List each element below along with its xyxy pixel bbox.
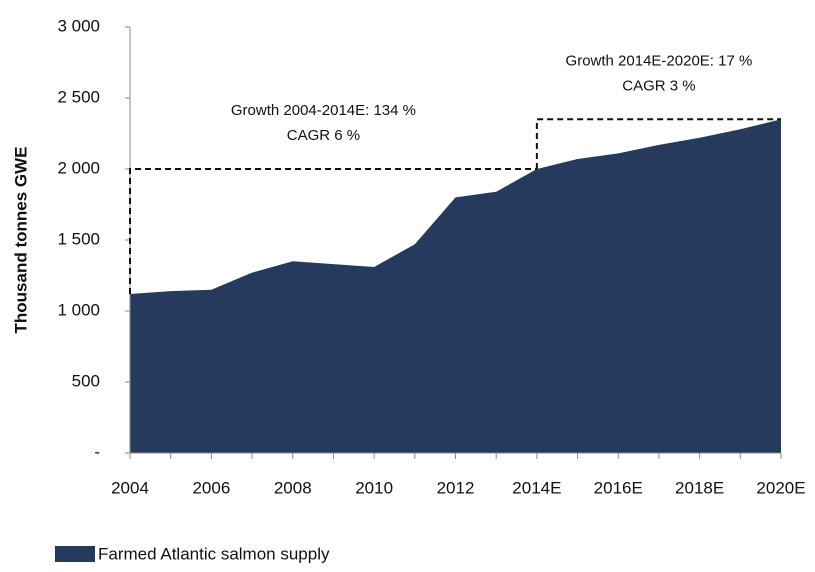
area: [130, 119, 781, 454]
y-tick-label: 2 500: [57, 87, 100, 106]
y-tick-label: 1 500: [57, 229, 100, 248]
legend-label: Farmed Atlantic salmon supply: [98, 544, 330, 563]
x-tick-label: 2004: [111, 478, 149, 497]
annotation: CAGR 3 %: [622, 77, 695, 94]
y-tick-label: 2 000: [57, 158, 100, 177]
y-tick-label: 3 000: [57, 16, 100, 35]
annotation: CAGR 6 %: [287, 127, 360, 144]
growth-bracket: [129, 168, 537, 294]
y-tick-label: -: [94, 442, 100, 461]
legend-swatch: [55, 546, 95, 562]
annotation: Growth 2014E-2020E: 17 %: [566, 52, 753, 69]
x-tick-label: 2016E: [594, 478, 643, 497]
x-tick-label: 2006: [192, 478, 230, 497]
growth-bracket: [535, 118, 781, 169]
y-tick-label: 1 000: [57, 300, 100, 319]
annotation: Growth 2004-2014E: 134 %: [231, 102, 416, 119]
x-tick-label: 2010: [355, 478, 393, 497]
x-tick-label: 2020E: [756, 478, 805, 497]
x-tick-label: 2018E: [675, 478, 724, 497]
y-axis-title: Thousand tonnes GWE: [11, 147, 30, 334]
x-tick-label: 2008: [274, 478, 312, 497]
x-tick-label: 2014E: [512, 478, 561, 497]
x-tick-label: 2012: [437, 478, 475, 497]
y-tick-label: 500: [72, 371, 100, 390]
